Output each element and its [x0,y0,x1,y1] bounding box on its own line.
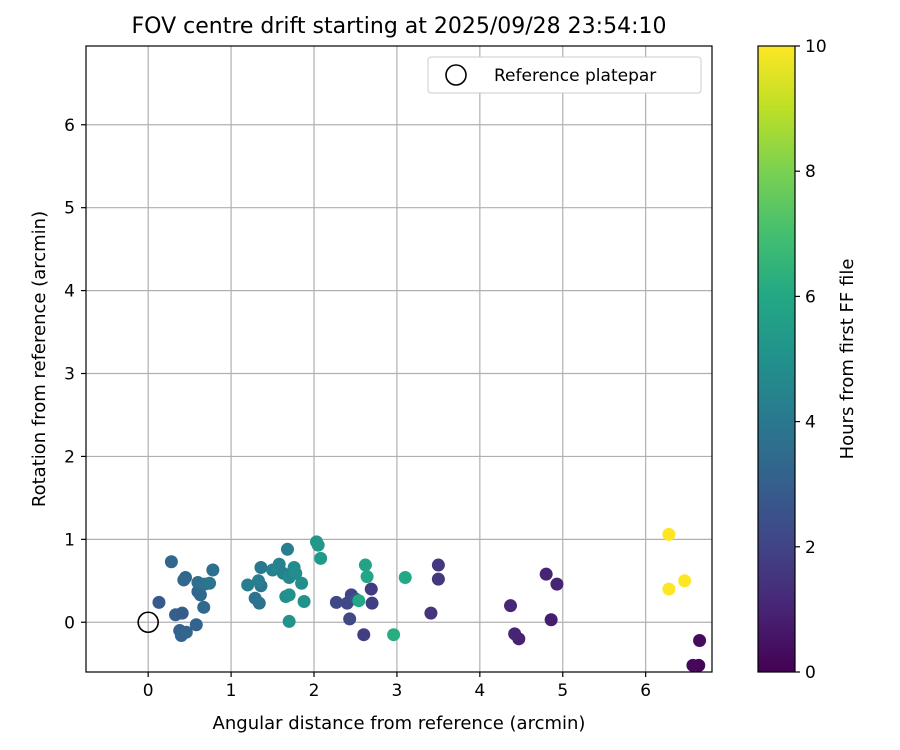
data-point [175,606,189,620]
data-point [357,628,371,642]
data-point [539,567,553,581]
data-point [662,582,676,596]
data-point [178,570,192,584]
data-point [424,606,438,620]
data-point [364,582,378,596]
data-point [197,600,211,614]
legend: Reference platepar [427,56,702,94]
data-point [206,563,220,577]
data-point [280,542,294,556]
x-tick-label: 4 [474,681,485,701]
grid [86,46,712,672]
data-point [152,595,166,609]
x-tick-label: 3 [392,681,403,701]
legend-label: Reference platepar [494,66,656,86]
data-point [311,538,325,552]
x-tick-label: 6 [640,681,651,701]
data-point [508,627,522,641]
data-point [544,613,558,627]
chart-title: FOV centre drift starting at 2025/09/28 … [132,14,667,39]
data-point [254,561,268,575]
data-point [678,574,692,588]
y-tick-label: 1 [64,530,75,550]
y-tick-label: 4 [64,282,75,302]
y-tick-label: 0 [64,613,75,633]
y-axis-ticks: 0 1 2 3 4 5 6 [64,116,86,633]
colorbar-ticks: 0 2 4 6 8 10 [795,37,827,683]
data-point [203,576,217,590]
data-point [295,576,309,590]
data-point [550,577,564,591]
data-point [360,570,374,584]
data-point [358,558,372,572]
data-point [504,599,518,613]
data-point [189,618,203,632]
y-tick-label: 2 [64,447,75,467]
data-point [289,566,303,580]
data-point [252,596,266,610]
data-point [282,588,296,602]
data-point [431,572,445,586]
colorbar-tick-label: 10 [805,37,827,57]
colorbar-tick-label: 2 [805,538,816,558]
data-point [164,555,178,569]
colorbar-tick-label: 6 [805,287,816,307]
data-points [152,527,707,672]
data-point [193,588,207,602]
data-point [662,527,676,541]
legend-box [427,56,702,94]
data-point [431,558,445,572]
y-tick-label: 5 [64,199,75,219]
colorbar-tick-label: 8 [805,162,816,182]
data-point [693,633,707,647]
plot-frame [85,45,713,673]
data-point [352,594,366,608]
x-tick-label: 1 [226,681,237,701]
y-axis-label: Rotation from reference (arcmin) [29,211,50,507]
data-point [297,595,311,609]
x-tick-label: 0 [143,681,154,701]
y-tick-label: 3 [64,365,75,385]
data-point [241,578,255,592]
data-point [398,570,412,584]
x-tick-label: 5 [557,681,568,701]
x-axis-label: Angular distance from reference (arcmin) [213,713,586,734]
data-point [179,625,193,639]
colorbar [757,45,796,673]
data-point [387,628,401,642]
legend-marker [445,64,467,86]
x-tick-label: 2 [309,681,320,701]
data-point [282,614,296,628]
data-point [251,574,265,588]
data-point [343,612,357,626]
data-point [686,658,700,672]
data-point [314,551,328,565]
x-axis-ticks: 0 1 2 3 4 5 6 [143,672,651,701]
reference-point-marker [137,611,159,634]
data-point [329,595,343,609]
colorbar-label: Hours from first FF file [837,259,858,460]
y-tick-label: 6 [64,116,75,136]
data-point [365,596,379,610]
colorbar-tick-label: 4 [805,413,816,433]
colorbar-tick-label: 0 [805,663,816,683]
